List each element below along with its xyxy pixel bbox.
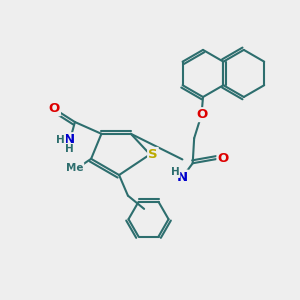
Text: S: S bbox=[148, 148, 158, 161]
Text: Me: Me bbox=[66, 163, 84, 173]
Text: H: H bbox=[65, 144, 74, 154]
Text: O: O bbox=[196, 108, 207, 121]
Text: N: N bbox=[64, 133, 75, 146]
Text: N: N bbox=[177, 171, 188, 184]
Text: H: H bbox=[56, 135, 65, 145]
Text: O: O bbox=[218, 152, 229, 165]
Text: O: O bbox=[49, 102, 60, 115]
Text: H: H bbox=[171, 167, 179, 177]
